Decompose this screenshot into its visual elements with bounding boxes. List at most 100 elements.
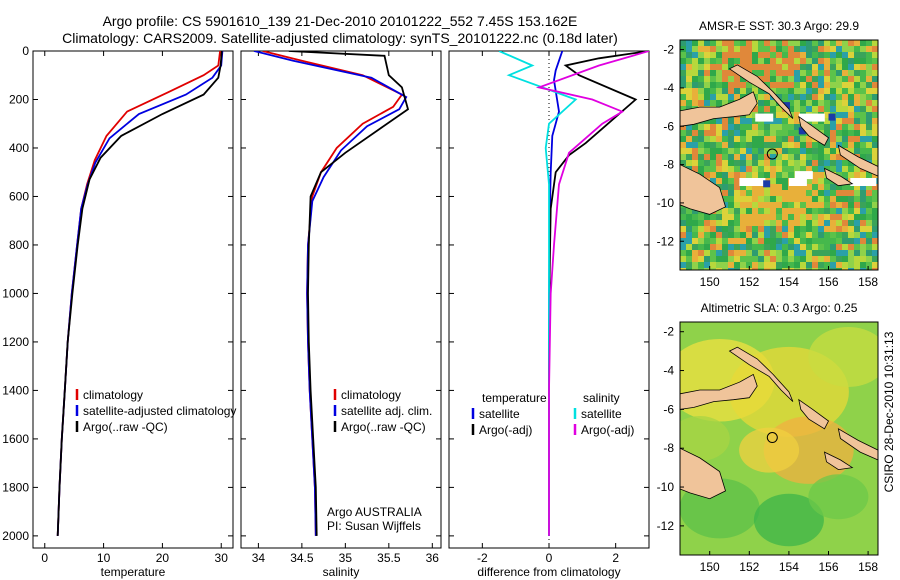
sst-cell bbox=[854, 208, 860, 214]
sst-cell bbox=[710, 130, 716, 136]
x-axis-label: difference from climatology bbox=[477, 565, 620, 579]
sst-cell bbox=[740, 52, 746, 58]
sst-cell bbox=[848, 166, 854, 172]
sst-cell bbox=[830, 142, 836, 148]
sst-cell bbox=[746, 232, 752, 238]
sst-cell bbox=[842, 124, 848, 130]
sst-cell bbox=[812, 88, 818, 94]
sst-cell bbox=[734, 82, 740, 88]
sst-cell bbox=[692, 142, 698, 148]
cold-cell bbox=[828, 113, 836, 121]
lat-tick-label: -6 bbox=[663, 402, 674, 416]
sst-cell bbox=[776, 268, 782, 270]
sst-cell bbox=[806, 70, 812, 76]
sst-cell bbox=[860, 142, 866, 148]
sst-cell bbox=[872, 46, 878, 52]
sst-cell bbox=[722, 70, 728, 76]
sst-cell bbox=[722, 244, 728, 250]
sst-cell bbox=[848, 238, 854, 244]
sst-cell bbox=[734, 220, 740, 226]
sst-cell bbox=[782, 208, 788, 214]
sst-cell bbox=[788, 208, 794, 214]
y-tick-label: 1800 bbox=[2, 480, 29, 494]
sst-cell bbox=[824, 256, 830, 262]
sst-cell bbox=[794, 142, 800, 148]
sst-cell bbox=[806, 226, 812, 232]
sst-cell bbox=[716, 148, 722, 154]
sst-cell bbox=[770, 238, 776, 244]
sst-cell bbox=[788, 262, 794, 268]
sst-cell bbox=[704, 58, 710, 64]
sst-cell bbox=[722, 250, 728, 256]
sst-cell bbox=[710, 142, 716, 148]
sst-cell bbox=[758, 148, 764, 154]
sst-cell bbox=[764, 142, 770, 148]
sst-cell bbox=[686, 40, 692, 46]
sst-cell bbox=[872, 214, 878, 220]
sst-cell bbox=[716, 136, 722, 142]
sst-cell bbox=[782, 124, 788, 130]
sst-cell bbox=[854, 214, 860, 220]
sst-cell bbox=[752, 118, 758, 124]
sst-cell bbox=[800, 244, 806, 250]
missing-data-patch bbox=[788, 178, 807, 186]
sst-cell bbox=[692, 94, 698, 100]
sst-cell bbox=[758, 136, 764, 142]
sst-cell bbox=[848, 226, 854, 232]
sst-cell bbox=[818, 256, 824, 262]
sst-cell bbox=[746, 208, 752, 214]
sst-cell bbox=[680, 82, 686, 88]
sst-cell bbox=[686, 214, 692, 220]
sst-cell bbox=[704, 244, 710, 250]
sst-cell bbox=[830, 208, 836, 214]
sst-cell bbox=[692, 58, 698, 64]
sst-cell bbox=[800, 76, 806, 82]
sst-cell bbox=[836, 94, 842, 100]
sst-cell bbox=[776, 64, 782, 70]
sst-cell bbox=[866, 196, 872, 202]
legend-label: satellite bbox=[479, 407, 520, 421]
sst-cell bbox=[782, 172, 788, 178]
sst-cell bbox=[854, 76, 860, 82]
sst-cell bbox=[770, 154, 776, 160]
sst-cell bbox=[800, 70, 806, 76]
sst-cell bbox=[866, 52, 872, 58]
sst-cell bbox=[692, 268, 698, 270]
sst-cell bbox=[734, 58, 740, 64]
sst-cell bbox=[680, 106, 686, 112]
sst-cell bbox=[872, 226, 878, 232]
series-line-climatology bbox=[56, 51, 221, 536]
sst-cell bbox=[842, 76, 848, 82]
sst-cell bbox=[692, 64, 698, 70]
sst-cell bbox=[800, 202, 806, 208]
sst-cell bbox=[836, 220, 842, 226]
sst-cell bbox=[716, 46, 722, 52]
sst-cell bbox=[788, 250, 794, 256]
sst-cell bbox=[842, 214, 848, 220]
sst-cell bbox=[746, 214, 752, 220]
sst-cell bbox=[722, 130, 728, 136]
sst-cell bbox=[782, 52, 788, 58]
sst-cell bbox=[830, 202, 836, 208]
sst-cell bbox=[686, 64, 692, 70]
sst-cell bbox=[830, 94, 836, 100]
sst-cell bbox=[848, 88, 854, 94]
sst-cell bbox=[860, 70, 866, 76]
sst-cell bbox=[800, 238, 806, 244]
sst-cell bbox=[842, 268, 848, 270]
sst-cell bbox=[722, 160, 728, 166]
sst-cell bbox=[866, 262, 872, 268]
sst-cell bbox=[854, 202, 860, 208]
sst-cell bbox=[752, 166, 758, 172]
sst-cell bbox=[692, 136, 698, 142]
sst-cell bbox=[776, 214, 782, 220]
sst-cell bbox=[830, 220, 836, 226]
sst-cell bbox=[758, 208, 764, 214]
sst-cell bbox=[722, 232, 728, 238]
sst-cell bbox=[764, 244, 770, 250]
sst-cell bbox=[824, 88, 830, 94]
sst-cell bbox=[782, 214, 788, 220]
sst-cell bbox=[800, 184, 806, 190]
sst-cell bbox=[854, 256, 860, 262]
sst-cell bbox=[704, 148, 710, 154]
